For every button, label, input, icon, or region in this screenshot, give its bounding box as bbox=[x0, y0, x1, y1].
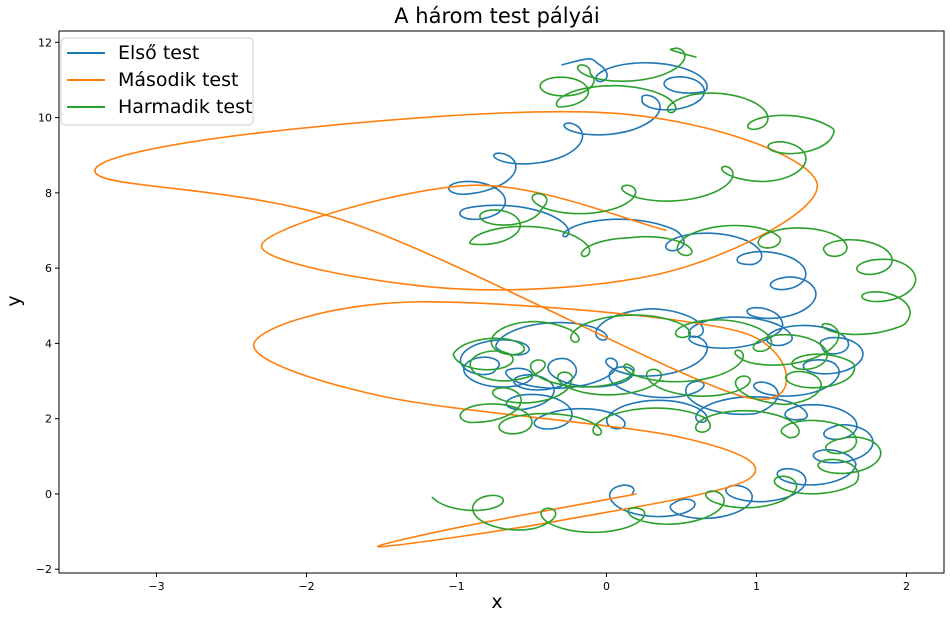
y-tick-label: 2 bbox=[45, 413, 52, 426]
x-tick-label: −2 bbox=[298, 580, 314, 593]
x-axis-label: x bbox=[491, 591, 502, 613]
series-line-1 bbox=[94, 110, 819, 548]
y-axis-ticks: −2 0 2 4 6 8 10 12 bbox=[36, 36, 59, 576]
x-tick-label: 0 bbox=[603, 580, 610, 593]
series-line-2 bbox=[431, 47, 917, 534]
chart-title: A három test pályái bbox=[394, 4, 600, 28]
plot-frame bbox=[58, 30, 945, 574]
y-tick-label: 8 bbox=[45, 187, 52, 200]
series-line-0 bbox=[447, 57, 874, 520]
legend-label-series-0: Első test bbox=[118, 42, 199, 64]
y-tick-label: 12 bbox=[38, 36, 52, 49]
y-tick-label: 4 bbox=[45, 337, 52, 350]
legend-box bbox=[60, 37, 254, 126]
x-tick-label: −1 bbox=[448, 580, 464, 593]
trajectory-curves bbox=[94, 47, 917, 548]
y-axis-label: y bbox=[3, 295, 25, 306]
x-tick-label: −3 bbox=[148, 580, 164, 593]
y-tick-label: 6 bbox=[45, 262, 52, 275]
y-tick-label: 0 bbox=[45, 488, 52, 501]
legend-label-series-1: Második test bbox=[118, 69, 238, 91]
x-axis-ticks: −3 −2 −1 0 1 2 bbox=[148, 573, 910, 593]
x-tick-label: 2 bbox=[903, 580, 910, 593]
y-tick-label: 10 bbox=[38, 112, 52, 125]
x-tick-label: 1 bbox=[753, 580, 760, 593]
legend: Első test Második test Harmadik test bbox=[60, 37, 254, 126]
y-tick-label: −2 bbox=[36, 563, 52, 576]
legend-label-series-2: Harmadik test bbox=[118, 96, 252, 118]
